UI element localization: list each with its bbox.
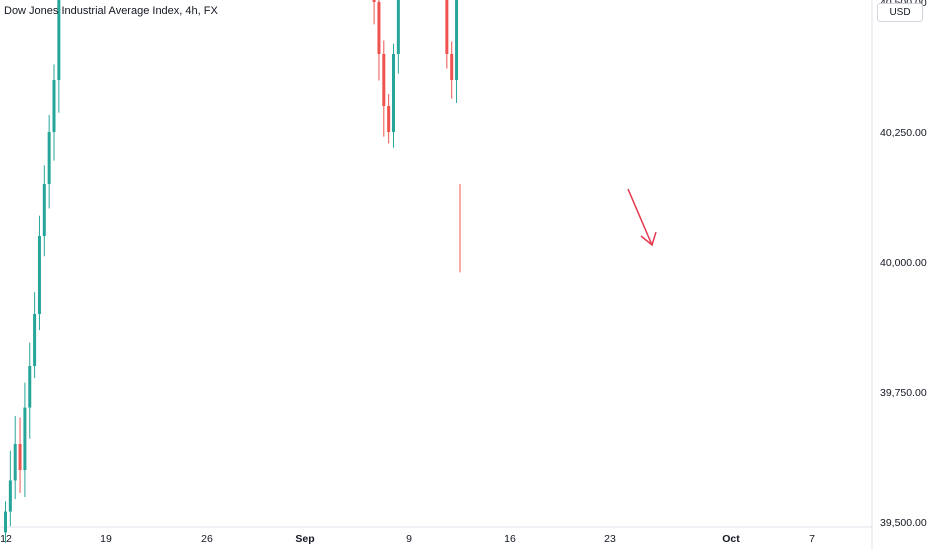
candle-body: [392, 54, 395, 132]
x-tick-label: Oct: [722, 533, 740, 545]
x-tick-label: 19: [100, 533, 112, 545]
candle-body: [387, 106, 391, 132]
candle-body: [18, 444, 22, 470]
chart-title: Dow Jones Industrial Average Index, 4h, …: [4, 5, 218, 17]
x-tick-label: 23: [604, 533, 616, 545]
candle-body: [33, 314, 37, 366]
y-tick-label: 39,500.00: [880, 517, 927, 529]
candle-body: [23, 407, 27, 470]
candle-body: [382, 54, 386, 106]
x-tick-label: 26: [201, 533, 213, 545]
candle-body: [57, 0, 61, 80]
currency-button[interactable]: USD: [877, 3, 923, 22]
candle-body: [8, 480, 12, 512]
candle-body: [13, 444, 17, 481]
candle-body: [450, 54, 454, 80]
x-tick-label: Sep: [295, 533, 314, 545]
x-tick-label: 7: [809, 533, 815, 545]
candle-body: [28, 366, 32, 408]
candle-body: [377, 2, 381, 54]
y-tick-label: 39,750.00: [880, 387, 927, 399]
x-tick-label: 9: [406, 533, 412, 545]
candle-body: [455, 0, 459, 80]
candle-body: [4, 511, 7, 533]
candle-body: [47, 132, 51, 184]
candle-body: [52, 80, 56, 132]
candle-body: [37, 236, 41, 314]
arrow-head: [640, 231, 657, 247]
candle-body: [372, 0, 376, 2]
x-tick-label: 16: [504, 533, 516, 545]
x-tick-label: 12: [0, 533, 12, 545]
candle-body: [42, 184, 46, 236]
y-tick-label: 40,000.00: [880, 257, 927, 269]
candle-body: [396, 0, 400, 54]
candle-body: [445, 0, 449, 54]
arrow-shaft: [627, 188, 653, 246]
y-tick-label: 40,250.00: [880, 127, 927, 139]
